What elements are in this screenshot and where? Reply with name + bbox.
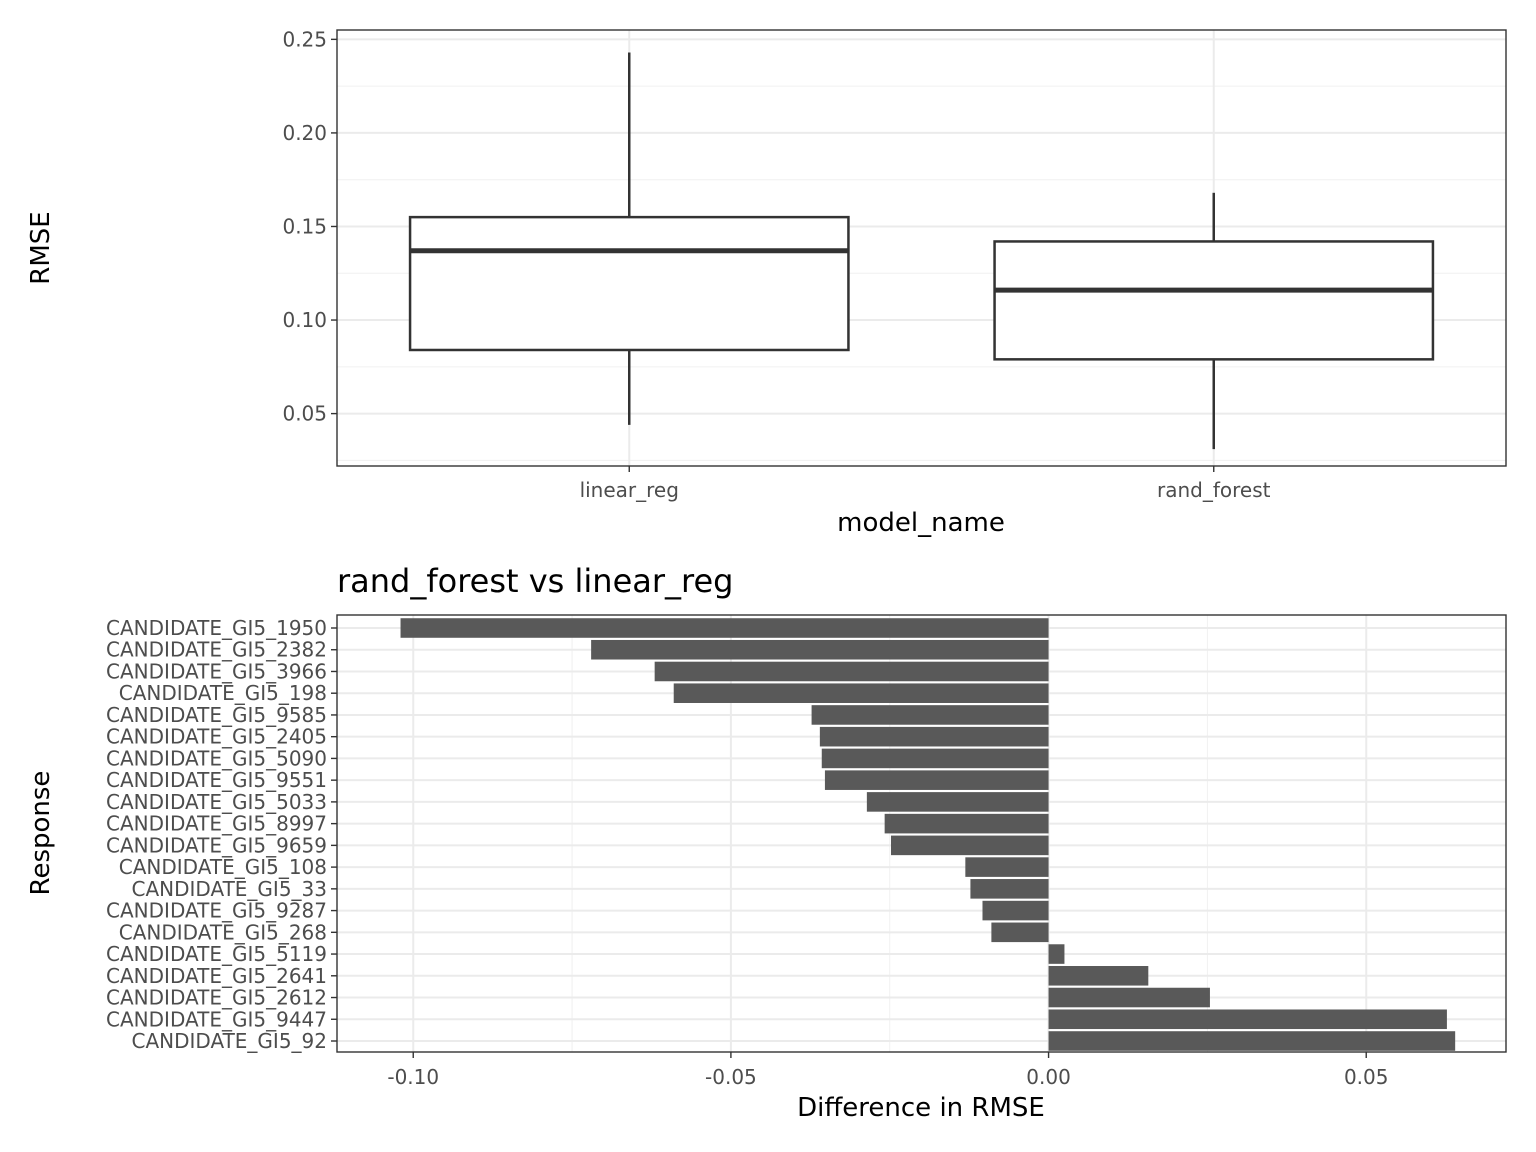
bar-chart-y-tick-label: CANDIDATE_GI5_5090 — [106, 746, 327, 770]
bar-chart-y-tick-label: CANDIDATE_GI5_108 — [119, 855, 327, 879]
bar-chart-x-axis-title: Difference in RMSE — [797, 1093, 1045, 1123]
bar-chart-y-tick-label: CANDIDATE_GI5_9447 — [106, 1007, 327, 1031]
bar-candidate-gi5-33 — [970, 879, 1049, 899]
bar-chart-title: rand_forest vs linear_reg — [337, 562, 733, 600]
boxplot-y-axis-title: RMSE — [26, 211, 56, 284]
bar-chart-x-tick-label: 0.05 — [1344, 1065, 1389, 1089]
bar-candidate-gi5-2612 — [1048, 987, 1210, 1008]
bar-chart-marks — [400, 618, 1456, 1051]
bar-chart-y-tick-label: CANDIDATE_GI5_8997 — [106, 812, 327, 836]
boxplot-x-axis-title: model_name — [837, 508, 1005, 538]
bar-chart-y-tick-label: CANDIDATE_GI5_5033 — [106, 790, 327, 814]
bar-chart-y-tick-label: CANDIDATE_GI5_9659 — [106, 833, 327, 857]
bar-candidate-gi5-92 — [1048, 1031, 1456, 1051]
bar-candidate-gi5-2641 — [1048, 966, 1149, 986]
bar-chart-y-tick-label: CANDIDATE_GI5_9585 — [106, 703, 327, 727]
bar-chart-y-tick-label: CANDIDATE_GI5_2405 — [106, 725, 327, 749]
bar-chart-y-tick-label: CANDIDATE_GI5_92 — [131, 1029, 327, 1053]
boxplot-y-tick-label: 0.15 — [282, 214, 327, 238]
bar-chart-y-tick-label: CANDIDATE_GI5_5119 — [106, 942, 327, 966]
bar-candidate-gi5-1950 — [400, 618, 1049, 638]
bar-candidate-gi5-9585 — [811, 705, 1049, 725]
bar-chart-y-tick-label: CANDIDATE_GI5_9287 — [106, 899, 327, 923]
bar-chart-y-tick-label: CANDIDATE_GI5_2612 — [106, 986, 327, 1010]
bar-candidate-gi5-9659 — [891, 835, 1049, 856]
bar-chart-y-tick-label: CANDIDATE_GI5_198 — [119, 681, 327, 705]
bar-candidate-gi5-9447 — [1048, 1009, 1447, 1030]
bar-candidate-gi5-5033 — [866, 792, 1049, 812]
bar-chart-x-tick-label: -0.10 — [387, 1065, 439, 1089]
bar-chart-x-tick-label: 0.00 — [1026, 1065, 1071, 1089]
box-rand-forest — [993, 240, 1435, 361]
boxplot-x-tick-label: rand_forest — [1157, 478, 1271, 502]
bar-candidate-gi5-5090 — [821, 748, 1049, 769]
boxplot-y-tick-label: 0.05 — [282, 402, 327, 426]
bar-chart-y-tick-label: CANDIDATE_GI5_1950 — [106, 616, 327, 640]
bar-candidate-gi5-9551 — [824, 770, 1049, 790]
bar-candidate-gi5-108 — [965, 857, 1049, 877]
bar-chart-y-tick-label: CANDIDATE_GI5_9551 — [106, 768, 327, 792]
bar-candidate-gi5-5119 — [1048, 944, 1065, 964]
box-linear-reg — [408, 215, 850, 352]
bar-chart-y-tick-label: CANDIDATE_GI5_2382 — [106, 638, 327, 662]
bar-candidate-gi5-268 — [991, 922, 1049, 943]
bar-candidate-gi5-198 — [673, 683, 1049, 703]
rmse-difference-bar-panel: rand_forest vs linear_reg -0.10 -0.05 0.00… — [26, 562, 1507, 1123]
bar-candidate-gi5-8997 — [884, 813, 1049, 834]
bar-candidate-gi5-9287 — [982, 900, 1049, 921]
bar-chart-y-tick-label: CANDIDATE_GI5_33 — [131, 877, 327, 901]
boxplot-marks — [408, 52, 1435, 450]
bar-candidate-gi5-3966 — [654, 661, 1049, 682]
bar-chart-x-tick-label: -0.05 — [705, 1065, 757, 1089]
boxplot-y-tick-label: 0.10 — [282, 308, 327, 332]
bar-chart-y-axis-title: Response — [26, 771, 56, 896]
bar-chart-y-tick-label: CANDIDATE_GI5_3966 — [106, 659, 327, 683]
boxplot-x-tick-label: linear_reg — [580, 478, 679, 502]
bar-candidate-gi5-2405 — [819, 726, 1049, 747]
boxplot-y-tick-label: 0.25 — [282, 27, 327, 51]
boxplot-y-tick-label: 0.20 — [282, 121, 327, 145]
bar-chart-y-tick-label: CANDIDATE_GI5_2641 — [106, 964, 327, 988]
bar-chart-axes: -0.10 -0.05 0.00 0.05CANDIDATE_GI5_1950CAND… — [106, 616, 1388, 1089]
rmse-boxplot-panel: 0.05 0.10 0.15 0.20 0.25 linear_reg rand_fores… — [26, 27, 1507, 538]
bar-chart-panel-border — [336, 614, 1507, 1053]
bar-chart-y-tick-label: CANDIDATE_GI5_268 — [119, 920, 327, 944]
boxplot-panel-border — [336, 29, 1507, 467]
bar-candidate-gi5-2382 — [591, 639, 1049, 660]
boxplot-axes: 0.05 0.10 0.15 0.20 0.25 linear_reg rand_fores… — [282, 27, 1270, 502]
